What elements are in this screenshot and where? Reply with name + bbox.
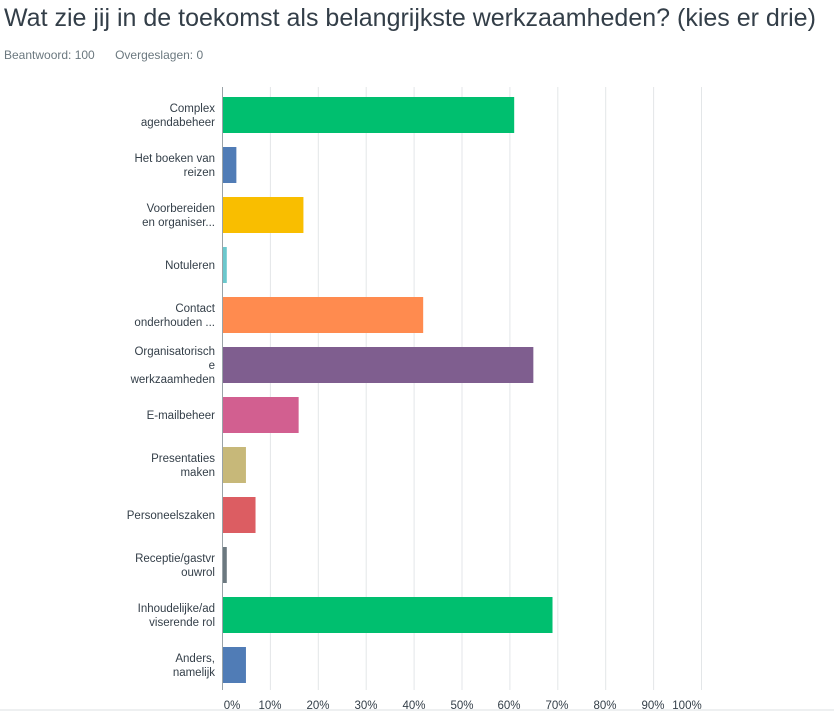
category-label: Presentaties bbox=[151, 453, 215, 465]
bar bbox=[223, 447, 246, 483]
category-label: Voorbereiden bbox=[147, 203, 215, 215]
bar bbox=[223, 347, 534, 383]
category-label: onderhouden ... bbox=[134, 317, 215, 329]
category-label: en organiser... bbox=[142, 217, 215, 229]
category-label: viserende rol bbox=[149, 617, 215, 629]
grid-lines bbox=[222, 87, 702, 690]
category-label: Receptie/gastvr bbox=[135, 553, 215, 565]
bar bbox=[223, 497, 256, 533]
category-label: e bbox=[209, 360, 215, 372]
bar bbox=[223, 547, 227, 583]
category-label: Notuleren bbox=[165, 260, 215, 272]
answered-count: Beantwoord: 100 bbox=[4, 48, 95, 62]
bottom-divider bbox=[0, 709, 834, 711]
category-label: ouwrol bbox=[181, 567, 215, 579]
category-label: Complex bbox=[170, 103, 216, 115]
category-label: Contact bbox=[175, 303, 215, 315]
bar bbox=[223, 397, 299, 433]
bar bbox=[223, 297, 424, 333]
category-label: Anders, bbox=[175, 653, 215, 665]
bars bbox=[223, 97, 553, 683]
category-label: E-mailbeheer bbox=[147, 410, 216, 422]
bar bbox=[223, 647, 246, 683]
category-label: maken bbox=[180, 467, 215, 479]
category-label: agendabeheer bbox=[141, 117, 215, 129]
category-label: namelijk bbox=[173, 667, 215, 679]
bar bbox=[223, 97, 515, 133]
category-label: Het boeken van bbox=[134, 153, 215, 165]
category-label: Organisatorisch bbox=[134, 346, 215, 358]
bar bbox=[223, 147, 237, 183]
bar bbox=[223, 597, 553, 633]
skipped-count: Overgeslagen: 0 bbox=[115, 48, 204, 62]
category-label: Inhoudelijke/ad bbox=[138, 603, 215, 615]
bar bbox=[223, 247, 227, 283]
category-labels: Complex agendabeheer Het boeken van reizen V… bbox=[127, 103, 216, 679]
category-label: Personeelszaken bbox=[127, 510, 215, 522]
category-label: werkzaamheden bbox=[130, 374, 215, 386]
response-summary: Beantwoord: 100 Overgeslagen: 0 bbox=[4, 48, 220, 62]
bar bbox=[223, 197, 304, 233]
category-label: reizen bbox=[184, 167, 215, 179]
question-title: Wat zie jij in de toekomst als belangrij… bbox=[4, 4, 816, 32]
